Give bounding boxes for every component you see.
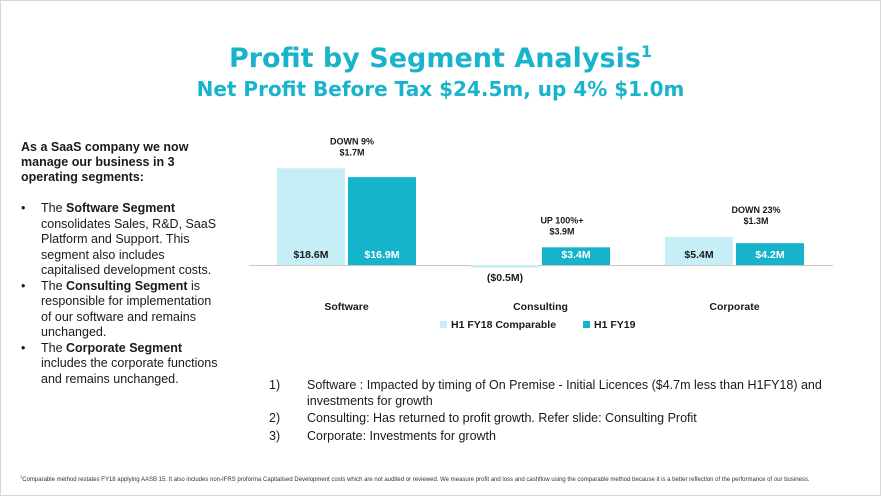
bar-value-label: $3.4M [561,249,590,261]
bar-software-fy19 [348,177,416,265]
legend-label: H1 FY19 [594,319,636,331]
bullet-dot: • [21,278,26,293]
legend-swatch [440,321,447,328]
change-annotation: $3.9M [549,226,574,236]
bar-value-label: $16.9M [364,249,399,261]
bullet-software: • The Software Segment consolidates Sale… [21,201,217,277]
bar-value-label: $18.6M [293,249,328,261]
legend-swatch [583,321,590,328]
bullet-dot: • [21,201,26,215]
bar-corporate-fy19 [736,243,804,265]
change-annotation: $1.7M [339,147,364,157]
bullet-corporate: • The Corporate Segment includes the cor… [21,340,218,386]
bar-consulting-fy18 [471,265,539,268]
bar-consulting-fy19 [542,247,610,265]
note-item: 3) Corporate: Investments for growth [269,428,496,443]
note-item: 2) Consulting: Has returned to profit gro… [269,411,697,425]
segment-bullets: • The Software Segment consolidates Sale… [21,201,221,387]
footnote: 1Comparable method restates FY18 applyin… [20,474,810,483]
note-item: 1) Software : Impacted by timing of On Pr… [269,378,822,408]
change-annotation: $1.3M [743,216,768,226]
change-annotation: DOWN 9% [330,136,374,146]
legend-label: H1 FY18 Comparable [451,319,556,331]
category-label-corporate: Corporate [709,301,759,313]
bullet-consulting: • The Consulting Segment is responsible … [21,278,212,340]
slide-subtitle: Net Profit Before Tax $24.5m, up 4% $1.0… [196,77,685,101]
bar-corporate-fy18 [665,236,733,265]
category-label-software: Software [324,301,369,313]
bar-value-label: $4.2M [755,249,784,261]
notes-list: 1) Software : Impacted by timing of On Pr… [269,378,849,446]
change-annotation: UP 100%+ [540,215,583,225]
change-annotation: DOWN 23% [731,205,780,215]
slide-title: Profit by Segment Analysis1 [228,42,653,74]
category-label-consulting: Consulting [513,301,568,313]
bar-value-label: ($0.5M) [487,272,523,284]
bar-software-fy18 [277,168,345,265]
bar-value-label: $5.4M [684,249,713,261]
bullet-dot: • [21,340,26,355]
intro-text: As a SaaS company we now manage our busi… [21,140,189,184]
